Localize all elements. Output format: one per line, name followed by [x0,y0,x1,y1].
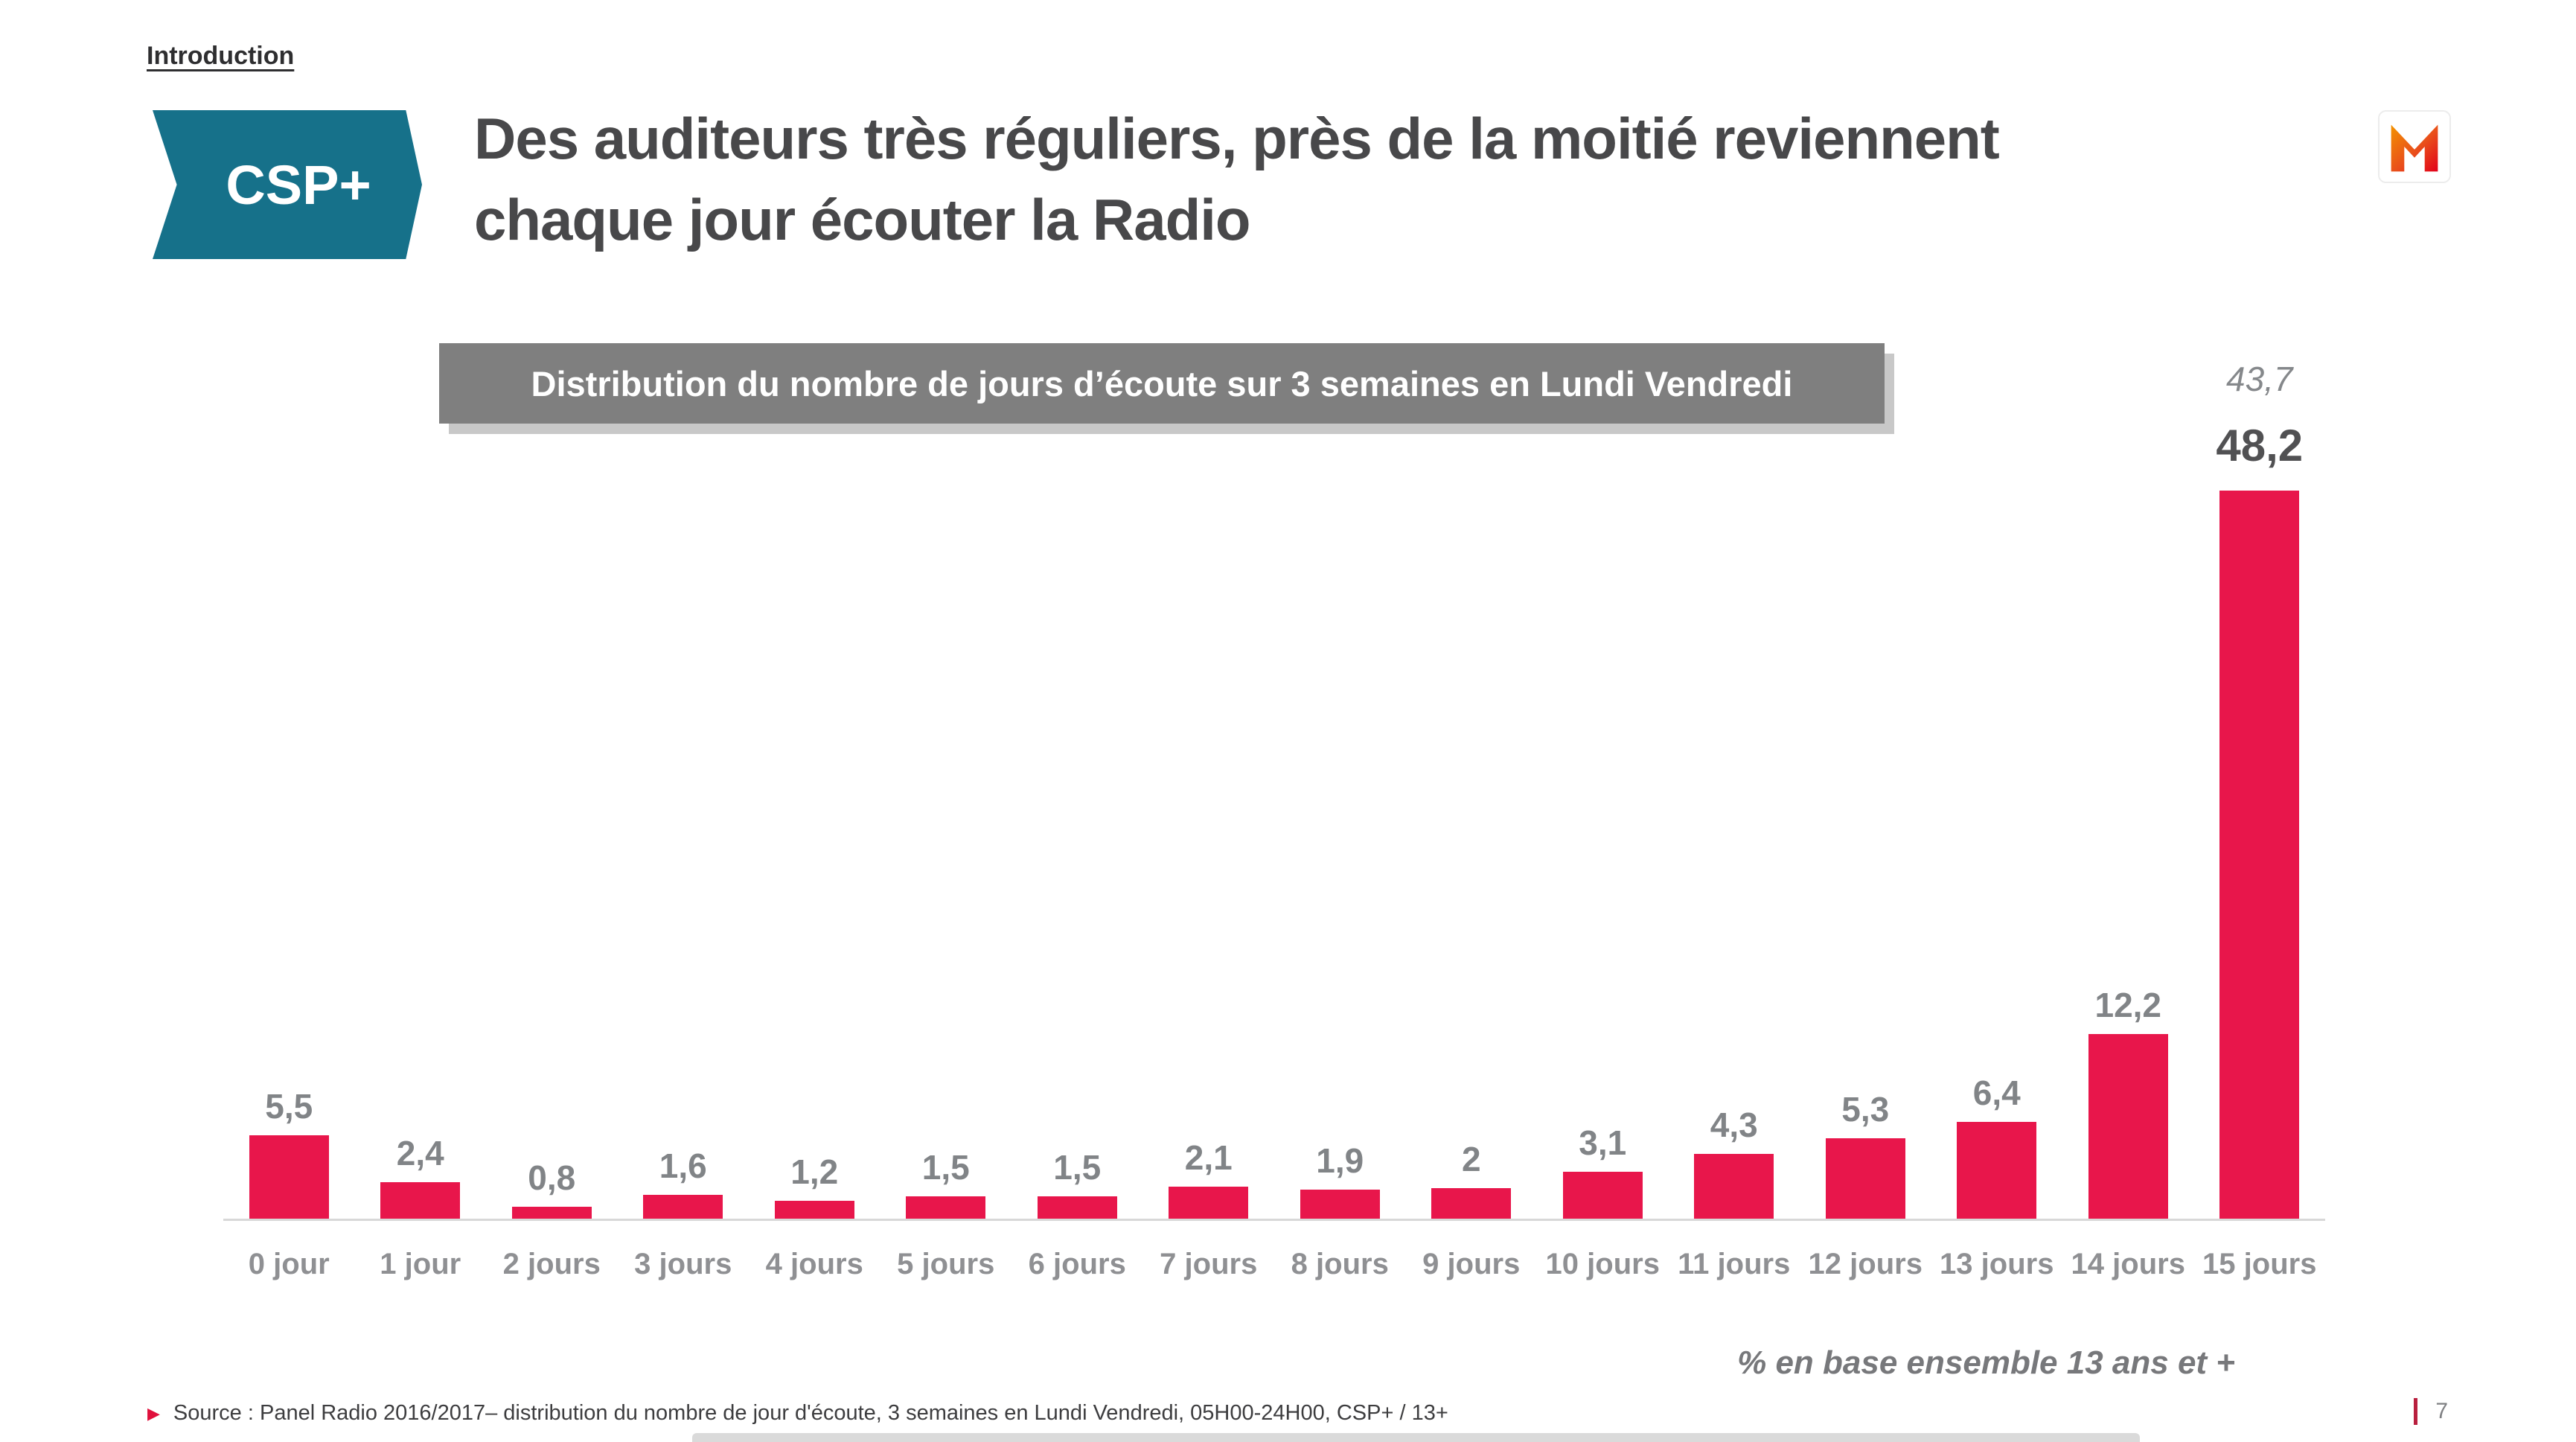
bar-cell: 1,5 [1011,1147,1143,1219]
bar [2219,490,2300,1219]
source-text: Source : Panel Radio 2016/2017– distribu… [173,1401,1448,1425]
bar-cell: 1,6 [618,1146,750,1219]
bar-value-label: 6,4 [1972,1073,2021,1113]
bar [2088,1034,2168,1219]
category-label: 2 jours [502,1248,601,1280]
bar-cell: 43,7 48,2 [2194,359,2326,1219]
title-line-1: Des auditeurs très réguliers, près de la… [474,106,2000,171]
category-label: 9 jours [1422,1248,1521,1280]
bar [643,1194,723,1219]
bar-cell: 2,1 [1143,1138,1275,1219]
bar [1431,1188,1512,1219]
base-note: % en base ensemble 13 ans et + [1737,1344,2235,1381]
category-label: 7 jours [1160,1248,1258,1280]
category-label: 6 jours [1028,1248,1126,1280]
page-title: Des auditeurs très réguliers, près de la… [474,98,2000,261]
bottom-strip [692,1433,2140,1442]
bar-cell: 1,9 [1274,1140,1406,1219]
category-label: 3 jours [634,1248,732,1280]
bar-value-label: 2 [1461,1140,1481,1179]
category-label: 1 jour [380,1248,461,1280]
page-number: 7 [2414,1398,2448,1425]
bar [1825,1138,1905,1219]
bar-value-label: 2,1 [1184,1138,1233,1178]
bar-value-label: 0,8 [528,1158,576,1197]
category-label: 5 jours [897,1248,995,1280]
bar-value-label: 1,2 [790,1152,839,1191]
bar [1300,1190,1380,1219]
bar-value-label: 48,2 [2216,420,2304,470]
bar [249,1135,329,1219]
bar-value-label: 4,3 [1710,1105,1758,1144]
bar [1694,1153,1774,1219]
bar-cell: 1,2 [749,1152,880,1219]
bar-cell: 3,1 [1537,1123,1669,1219]
category-label: 10 jours [1545,1248,1660,1280]
category-label: 11 jours [1678,1248,1791,1280]
bar-value-label: 2,4 [396,1134,444,1173]
bar-chart: 5,5 2,4 0,8 1,6 1,2 1,5 1,5 2,1 1,9 2 3,1 4,3 5,3 6,4… [223,296,2325,1281]
breadcrumb: Introduction [147,42,295,70]
bar-cell: 2 [1406,1139,1538,1219]
csp-badge-label: CSP+ [226,153,371,216]
bar-value-label: 12,2 [2094,986,2162,1025]
triangle-right-icon: ▶ [147,1403,160,1423]
bar-value-label: 5,5 [265,1087,313,1126]
bar [380,1182,461,1219]
bar-value-label: 1,9 [1316,1141,1364,1181]
chart-title-banner: Distribution du nombre de jours d’écoute… [439,343,1885,424]
bar-cell: 2,4 [355,1133,487,1219]
bar [1169,1187,1249,1219]
bar [774,1200,854,1219]
chart-title: Distribution du nombre de jours d’écoute… [531,363,1793,403]
bar-cell: 0,8 [486,1158,618,1219]
csp-badge: CSP+ [153,110,422,259]
bar-cell: 5,5 [223,1086,355,1219]
bar-cell: 1,5 [880,1147,1012,1219]
bar-cell: 5,3 [1800,1089,1931,1219]
bar [1957,1122,2037,1219]
mediametrie-m-logo [2378,110,2451,183]
bar-value-label: 1,6 [659,1146,707,1185]
bar-cell: 6,4 [1931,1073,2063,1219]
bar-value-label: 1,5 [1053,1147,1102,1187]
bar [906,1196,986,1219]
title-line-2: chaque jour écouter la Radio [474,187,1251,252]
bar-cell: 12,2 [2062,985,2194,1219]
category-label: 8 jours [1291,1248,1389,1280]
category-label: 13 jours [1940,1248,2054,1280]
bar-cell: 4,3 [1669,1105,1800,1219]
annotation-label: 43,7 [2225,359,2293,398]
category-label: 14 jours [2071,1248,2185,1280]
bar [511,1206,592,1219]
page-number-value: 7 [2435,1399,2448,1423]
bar-value-label: 3,1 [1579,1123,1627,1163]
page-number-divider [2414,1398,2418,1425]
bar-value-label: 1,5 [921,1147,970,1187]
category-label: 4 jours [765,1248,863,1280]
chart-plot: 5,5 2,4 0,8 1,6 1,2 1,5 1,5 2,1 1,9 2 3,1 4,3 5,3 6,4… [223,296,2325,1219]
bar-value-label: 5,3 [1841,1090,1890,1129]
category-label: 15 jours [2202,1248,2317,1280]
category-label: 12 jours [1808,1248,1923,1280]
bar [1037,1196,1117,1219]
bar [1562,1172,1643,1219]
chart-categories: 0 jour 1 jour 2 jours 3 jours 4 jours 5 jours… [223,1219,2325,1281]
category-label: 0 jour [248,1248,330,1280]
source-line: ▶ Source : Panel Radio 2016/2017– distri… [147,1401,1448,1426]
